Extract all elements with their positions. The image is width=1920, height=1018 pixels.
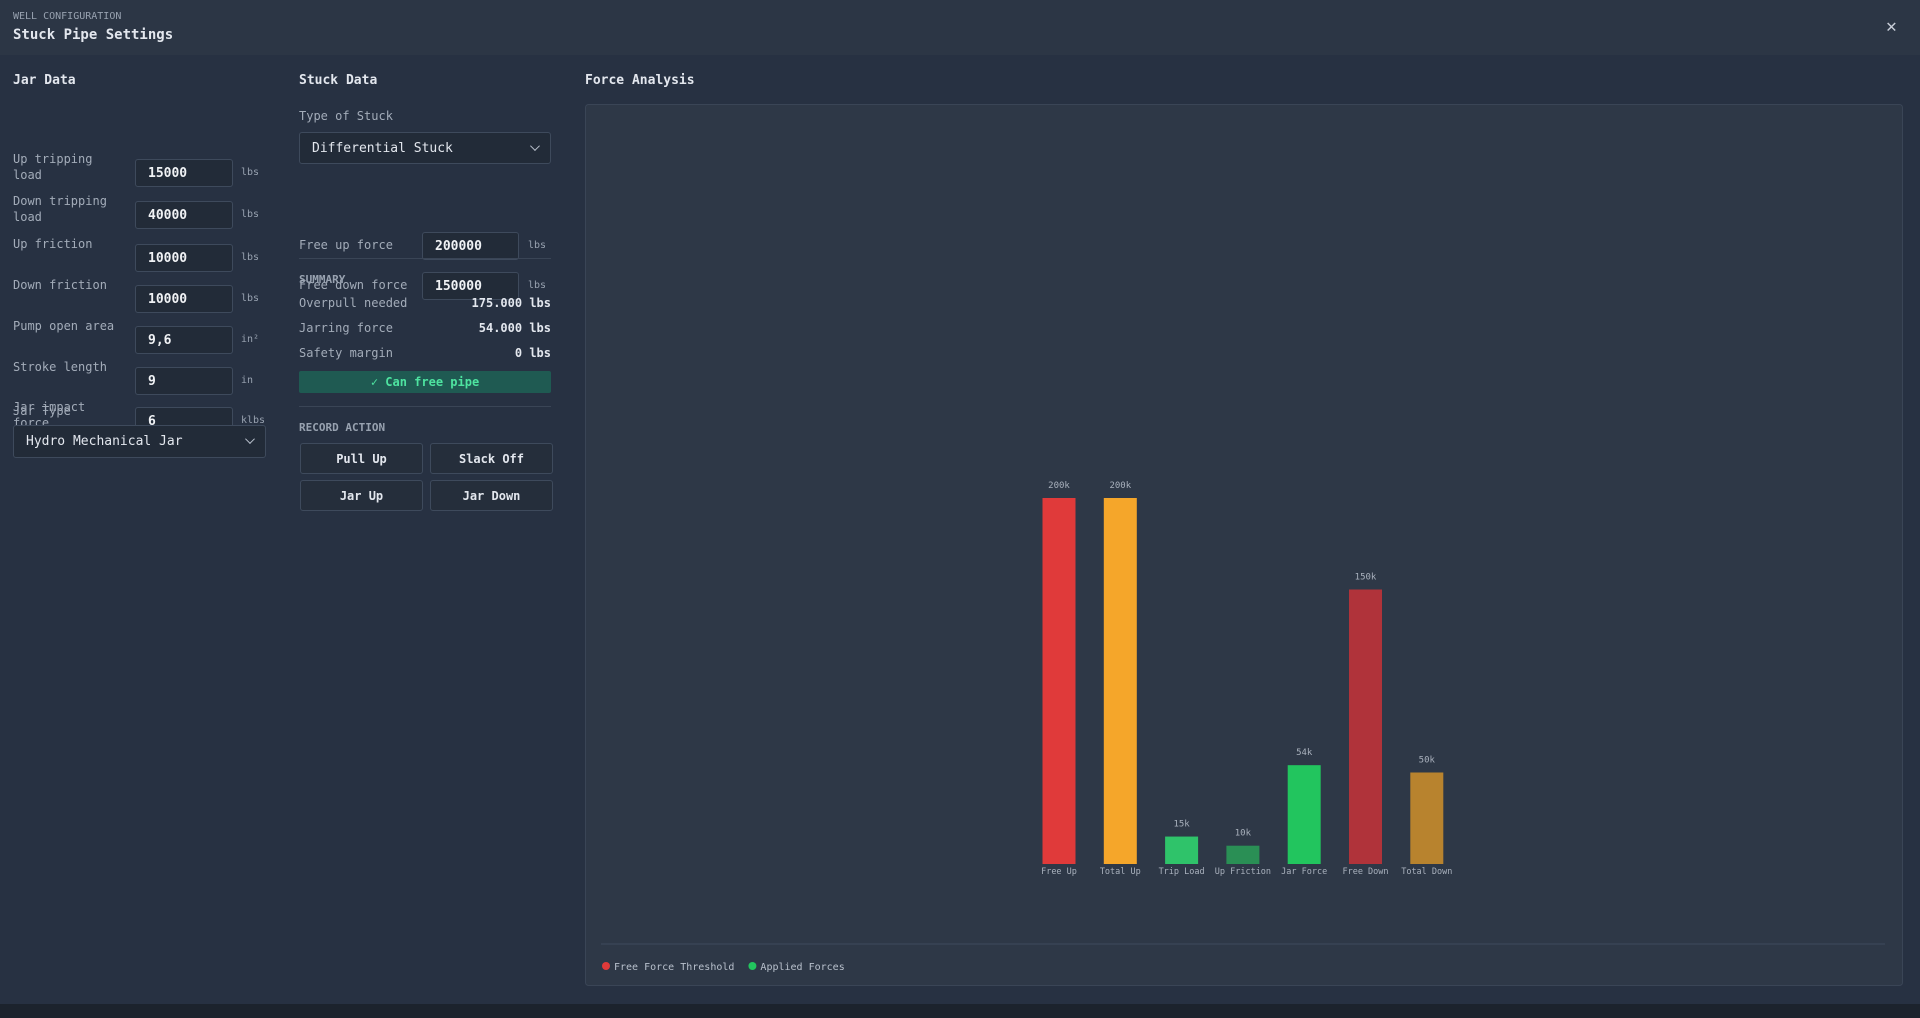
jar-panel: Jar Data Up tripping load 15000 lbs Down tr… [0, 55, 284, 1004]
field-input[interactable]: 150000 [422, 272, 519, 300]
field-label: Pump open area [13, 319, 115, 333]
field-unit: lbs [241, 252, 260, 263]
summary-value: 0 lbs [514, 346, 551, 360]
jar-type-select[interactable]: Hydro Mechanical Jar [13, 425, 266, 458]
field-label: Down friction [13, 278, 107, 292]
bar [1287, 765, 1321, 864]
field-input[interactable]: 200000 [422, 232, 519, 260]
bar [1165, 836, 1199, 864]
field-input[interactable]: 9,6 [135, 326, 233, 354]
chart-panel: Force Analysis 200k Free Up 200k Total Up 15… [568, 55, 1920, 1004]
field-unit: in² [241, 334, 260, 345]
chart: 200k Free Up 200k Total Up 15k Trip Load 10k Up… [585, 104, 1903, 986]
x-tick-label: Jar Force [1281, 867, 1327, 877]
bar [1226, 845, 1260, 864]
section-title: Jar Data [13, 73, 76, 88]
field-label: Down tripping load [13, 194, 107, 224]
record-title: RECORD ACTION [299, 421, 386, 434]
summary-label: Jarring force [299, 321, 393, 335]
x-tick-label: Total Down [1401, 867, 1452, 877]
action-button[interactable]: Jar Down [430, 480, 553, 511]
value-label: 54k [1296, 748, 1313, 758]
field-label: Free down force [299, 278, 408, 292]
stuck-type-select[interactable]: Differential Stuck [299, 132, 551, 164]
status: ✓ Can free pipe [299, 371, 551, 393]
value-label: 200k [1048, 481, 1070, 491]
summary-label: Safety margin [299, 346, 393, 360]
value-label: 150k [1355, 573, 1377, 583]
field-unit: klbs [241, 415, 266, 426]
bar [1042, 498, 1076, 864]
value-label: 15k [1173, 820, 1190, 830]
field-input[interactable]: 10000 [135, 285, 233, 313]
field-label: Stroke length [13, 360, 107, 374]
x-tick-label: Free Down [1342, 867, 1388, 877]
field-label: Up friction [13, 237, 93, 251]
field-unit: lbs [528, 240, 547, 251]
title: Stuck Pipe Settings [13, 27, 174, 43]
bar [1410, 772, 1444, 864]
value-label: 200k [1109, 481, 1131, 491]
chart-title: Force Analysis [585, 73, 695, 88]
chart-frame [585, 104, 1903, 986]
legend-label: Free Force Threshold [614, 962, 734, 973]
field-input[interactable]: 40000 [135, 201, 233, 229]
field-label: Jar Type [13, 404, 71, 418]
header: WELL CONFIGURATION Stuck Pipe Settings ✕ [0, 0, 1920, 56]
bar [1103, 498, 1137, 864]
value-label: 50k [1419, 756, 1436, 766]
stuck-panel: Stuck Data Type of Stuck Differential St… [283, 55, 569, 1004]
action-button[interactable]: Jar Up [300, 480, 423, 511]
value-label: 10k [1235, 829, 1252, 839]
field-unit: lbs [528, 280, 547, 291]
legend-swatch [602, 962, 610, 970]
summary-label: Overpull needed [299, 296, 408, 310]
action-button[interactable]: Slack Off [430, 443, 553, 474]
x-tick-label: Free Up [1041, 867, 1077, 877]
x-tick-label: Trip Load [1159, 867, 1205, 877]
field-label: Up tripping load [13, 152, 93, 182]
divider [299, 258, 551, 259]
field-unit: lbs [241, 209, 260, 220]
x-tick-label: Total Up [1100, 867, 1141, 877]
field-label: Type of Stuck [299, 109, 393, 123]
field-unit: lbs [241, 167, 260, 178]
field-input[interactable]: 10000 [135, 244, 233, 272]
field-input[interactable]: 9 [135, 367, 233, 395]
section-title: Stuck Data [299, 73, 378, 88]
legend-label: Applied Forces [760, 962, 844, 973]
bar [1349, 589, 1382, 864]
kicker: WELL CONFIGURATION [13, 11, 122, 22]
summary-title: SUMMARY [299, 273, 346, 286]
taskbar [0, 1004, 1920, 1018]
action-button[interactable]: Pull Up [300, 443, 423, 474]
divider [299, 406, 551, 407]
field-input[interactable]: 15000 [135, 159, 233, 187]
field-unit: in [241, 375, 254, 386]
field-unit: lbs [241, 293, 260, 304]
field-label: Free up force [299, 238, 393, 252]
close-button[interactable]: ✕ [1886, 16, 1897, 37]
summary-value: 175.000 lbs [471, 296, 551, 310]
summary-value: 54.000 lbs [478, 321, 551, 335]
legend-swatch [748, 962, 757, 970]
x-tick-label: Up Friction [1215, 867, 1271, 877]
